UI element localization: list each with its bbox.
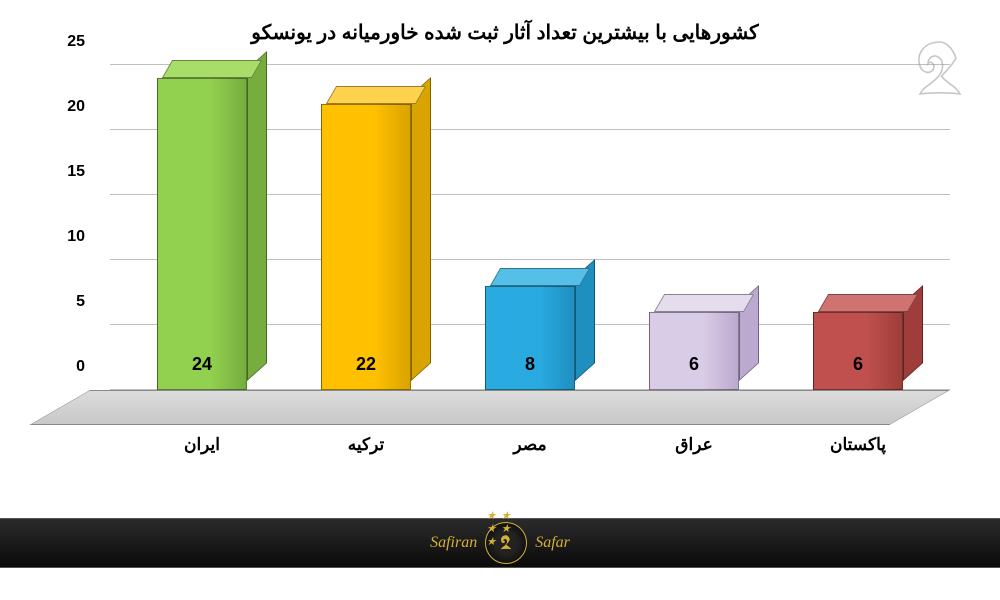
- bar-front: [813, 312, 903, 390]
- bar-top: [818, 294, 918, 312]
- bar-value-label: 6: [649, 354, 739, 375]
- bar-front: [649, 312, 739, 390]
- bar-side: [411, 77, 431, 381]
- chart-container: کشورهایی با بیشترین تعداد آثار ثبت شده خ…: [60, 20, 950, 500]
- plot-area: 0510152025 2422866 ایرانترکیهمصرعراقپاکس…: [90, 65, 950, 465]
- bar-top: [490, 268, 590, 286]
- brand-text-right: Safar: [535, 534, 570, 552]
- y-axis: 0510152025: [55, 65, 85, 425]
- bar: 6: [813, 312, 903, 390]
- stars-icon: ★ ★ ★ ★ ★: [486, 509, 526, 548]
- footer-logo: Safiran ★ ★ ★ ★ ★ Safar: [430, 522, 570, 564]
- y-tick-label: 15: [55, 163, 85, 181]
- x-axis-label: عراق: [639, 435, 749, 465]
- bar-front: [157, 78, 247, 390]
- footer-band: Safiran ★ ★ ★ ★ ★ Safar: [0, 518, 1000, 568]
- x-axis-labels: ایران ترکیه مصر عراق پاکستان: [120, 435, 940, 465]
- y-tick-label: 5: [55, 293, 85, 311]
- chart-floor: [29, 390, 950, 425]
- x-axis-label: پاکستان: [803, 435, 913, 465]
- bar: 6: [649, 312, 739, 390]
- bar-value-label: 22: [321, 354, 411, 375]
- bar: 22: [321, 104, 411, 390]
- x-axis-label: ایران: [147, 435, 257, 465]
- y-tick-label: 10: [55, 228, 85, 246]
- bar-top: [162, 60, 262, 78]
- bar-top: [654, 294, 754, 312]
- chart-title: کشورهایی با بیشترین تعداد آثار ثبت شده خ…: [60, 20, 950, 45]
- swan-logo-icon: [900, 30, 980, 110]
- bar-front: [321, 104, 411, 390]
- bar-side: [247, 51, 267, 381]
- bar: 8: [485, 286, 575, 390]
- brand-emblem-icon: ★ ★ ★ ★ ★: [485, 522, 527, 564]
- bar: 24: [157, 78, 247, 390]
- y-tick-label: 20: [55, 98, 85, 116]
- bar-value-label: 8: [485, 354, 575, 375]
- bar-value-label: 6: [813, 354, 903, 375]
- y-tick-label: 0: [55, 358, 85, 376]
- bars-group: 24 22 8 6 6: [120, 65, 940, 390]
- x-axis-label: ترکیه: [311, 435, 421, 465]
- brand-text-left: Safiran: [430, 534, 477, 552]
- x-axis-label: مصر: [475, 435, 585, 465]
- bar-value-label: 24: [157, 354, 247, 375]
- bar-top: [326, 86, 426, 104]
- y-tick-label: 25: [55, 33, 85, 51]
